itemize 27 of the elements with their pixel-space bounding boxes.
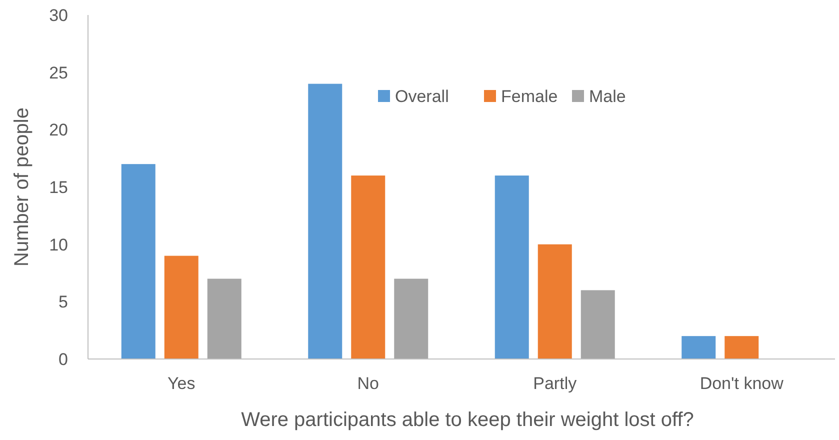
- bar: [164, 256, 198, 359]
- bar: [207, 278, 242, 359]
- x-axis-title: Were participants able to keep their weight lost off?: [241, 409, 694, 431]
- y-tick-label: 10: [49, 235, 68, 254]
- legend-label: Female: [501, 86, 558, 106]
- y-tick-label: 20: [49, 120, 68, 140]
- y-tick-label: 0: [58, 350, 68, 369]
- bar: [308, 84, 342, 359]
- bar: [351, 176, 386, 359]
- bar: [682, 336, 716, 359]
- bar: [394, 278, 428, 359]
- y-tick-label: 15: [49, 178, 68, 197]
- legend-label: Overall: [395, 86, 449, 106]
- bar: [580, 290, 615, 359]
- x-tick-label: No: [357, 374, 379, 393]
- bar: [494, 176, 529, 359]
- legend-label: Male: [589, 86, 626, 106]
- bar: [724, 336, 759, 359]
- y-axis-title: Number of people: [11, 108, 33, 266]
- x-tick-label: Partly: [533, 374, 578, 393]
- x-tick-label: Don't know: [700, 374, 784, 393]
- x-tick-label: Yes: [168, 374, 196, 393]
- bar: [538, 244, 572, 359]
- y-tick-label: 30: [49, 6, 68, 25]
- y-tick-label: 5: [58, 292, 68, 312]
- bar: [121, 164, 156, 359]
- y-tick-label: 25: [49, 63, 68, 82]
